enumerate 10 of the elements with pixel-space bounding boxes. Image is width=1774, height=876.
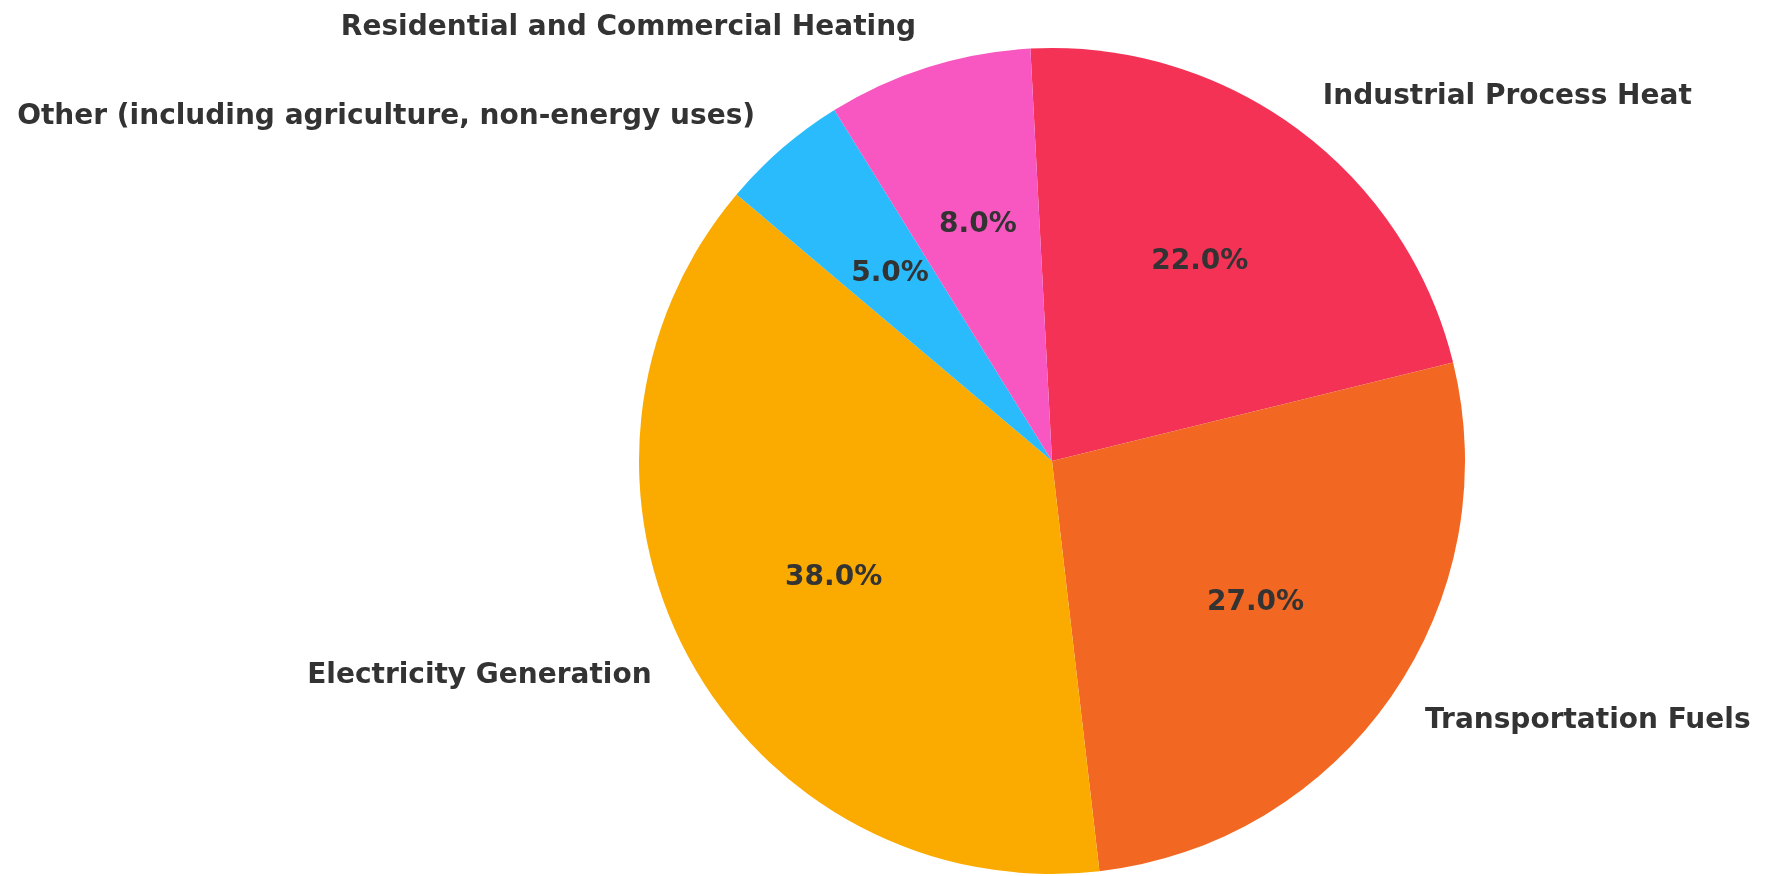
slice-label: Electricity Generation	[307, 656, 652, 690]
slice-label: Residential and Commercial Heating	[340, 8, 917, 42]
data-label: 8.0%	[939, 205, 1017, 239]
data-label: 22.0%	[1151, 243, 1249, 277]
slice-label: Transportation Fuels	[1425, 701, 1751, 735]
slice-label: Industrial Process Heat	[1322, 77, 1692, 111]
data-label: 5.0%	[851, 254, 929, 288]
data-label: 27.0%	[1206, 583, 1305, 617]
slice-label: Other (including agriculture, non-energy uses)	[17, 98, 756, 132]
data-label: 38.0%	[785, 559, 883, 593]
